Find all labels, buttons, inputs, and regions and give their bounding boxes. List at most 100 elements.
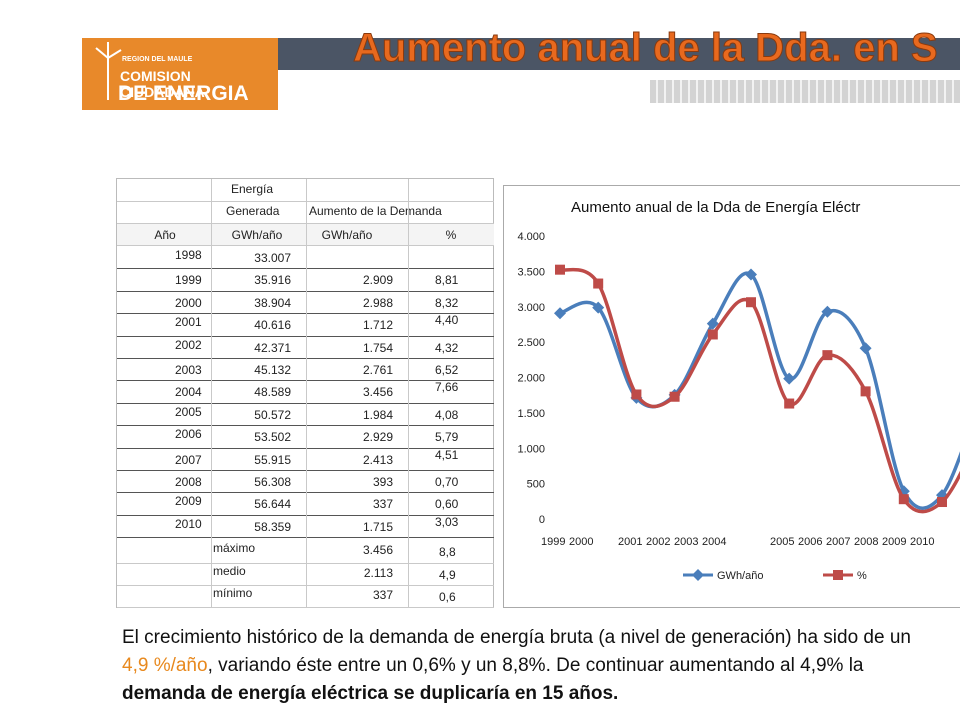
table-cell: 8,81 (435, 273, 459, 288)
table-cell: 1.754 (362, 340, 393, 355)
data-table: Energía Generada Aumento de la Demanda Año G… (116, 178, 494, 609)
y-tick-label: 2.500 (517, 337, 545, 349)
y-tick-label: 3.500 (517, 266, 545, 278)
marker (783, 372, 796, 385)
table-cell: 393 (372, 475, 393, 489)
row-line (117, 335, 494, 337)
marker (821, 305, 834, 318)
y-tick-label: 3.000 (517, 302, 545, 314)
table-cell: 2.761 (362, 363, 393, 377)
x-tick-label: 2006 (798, 536, 822, 548)
table-cell: 4,51 (435, 447, 459, 462)
table-cell: 1.984 (362, 407, 393, 422)
y-tick-label: 2.000 (517, 373, 545, 385)
summary-cell: 337 (372, 588, 393, 602)
column-header: % (445, 228, 457, 242)
row-line (117, 537, 494, 539)
table-cell: 1.712 (362, 318, 393, 333)
summary-label: medio (213, 563, 246, 578)
legend-label: GWh/año (717, 570, 763, 582)
text: El crecimiento histórico de la demanda d… (122, 627, 911, 648)
x-tick-label: 1999 (541, 536, 565, 548)
marker (555, 264, 565, 275)
slide-title: Aumento anual de la Dda. en S (353, 26, 939, 71)
row-line (117, 425, 494, 427)
marker (745, 268, 757, 281)
legend-marker (692, 569, 704, 581)
bold-text: demanda de energía eléctrica se duplicar… (122, 683, 619, 704)
column-line (306, 179, 307, 607)
column-line (408, 179, 409, 607)
row-line (117, 470, 494, 471)
table-cell: 1999 (175, 273, 202, 288)
table-cell: 45.132 (254, 363, 291, 377)
summary-row (117, 562, 494, 564)
row-line (117, 313, 494, 315)
table-cell: 1998 (175, 248, 202, 262)
row-line (117, 492, 494, 494)
summary-cell: 2.113 (363, 565, 393, 580)
row-line (117, 380, 494, 382)
summary-label: mínimo (213, 586, 253, 600)
x-tick-label: 2008 (854, 536, 878, 548)
table-cell: 2.929 (362, 430, 393, 445)
chart: Aumento anual de la Dda de Energía Eléct… (517, 199, 960, 582)
paragraph: El crecimiento histórico de la demanda d… (122, 624, 942, 708)
table-cell: 3.456 (362, 385, 393, 400)
table-cell: 0,60 (435, 497, 459, 512)
table-cell: 5,79 (435, 430, 459, 445)
table-cell: 2.988 (362, 295, 393, 310)
column-header: GWh/año (321, 228, 373, 242)
title-bar (278, 38, 960, 70)
table-cell: 35.916 (254, 273, 291, 288)
table-cell: 50.572 (254, 407, 291, 422)
y-tick-label: 1.500 (517, 408, 545, 420)
marker (937, 497, 947, 508)
summary-label: máximo (213, 541, 256, 556)
header-text: Energía (231, 182, 274, 196)
x-tick-label: 2010 (910, 536, 934, 548)
table-cell: 2.413 (362, 452, 393, 467)
table-cell: 337 (372, 497, 393, 512)
marker (860, 386, 871, 397)
marker (707, 329, 718, 340)
y-tick-label: 0 (539, 514, 545, 526)
table-cell: 55.915 (254, 452, 291, 467)
x-tick-label: 2005 (770, 536, 794, 548)
series-line (559, 271, 960, 510)
summary-cell: 4,9 (439, 567, 456, 582)
table-cell: 2007 (175, 452, 202, 467)
x-tick-label: 2002 (646, 536, 670, 548)
table-cell: 4,40 (435, 313, 459, 328)
table-cell: 2001 (175, 315, 202, 330)
table-cell: 2.909 (362, 273, 393, 288)
marker (631, 389, 642, 400)
logo-line: REGION DEL MAULE (122, 56, 193, 63)
marker (746, 297, 756, 308)
table-cell: 56.308 (254, 475, 291, 489)
table-cell: 2000 (175, 295, 202, 310)
x-tick-label: 2000 (569, 536, 593, 548)
row-line (117, 514, 494, 516)
table-cell: 48.589 (254, 385, 291, 400)
table-cell: 33.007 (254, 251, 291, 265)
table-cell: 0,70 (435, 475, 459, 489)
table-cell: 42.371 (254, 340, 291, 355)
row-line (117, 358, 494, 359)
logo: REGION DEL MAULE COMISION CIUDADANA DE E… (82, 38, 278, 110)
marker (898, 494, 909, 505)
highlight: 4,9 %/año (122, 655, 208, 676)
table-cell: 6,52 (435, 363, 459, 377)
table-cell: 2002 (175, 337, 202, 352)
logo-line: DE ENERGIA (118, 82, 249, 105)
table-cell: 2006 (175, 427, 202, 442)
table-cell: 2009 (175, 494, 202, 509)
table-cell: 40.616 (254, 318, 291, 333)
table-cell: 58.359 (254, 519, 291, 534)
table-cell: 2005 (175, 404, 202, 419)
table-cell: 8,32 (435, 295, 459, 310)
table-cell: 3,03 (435, 514, 459, 529)
column-header: GWh/año (231, 228, 283, 242)
y-tick-label: 1.000 (517, 443, 545, 455)
column-line (211, 179, 212, 607)
